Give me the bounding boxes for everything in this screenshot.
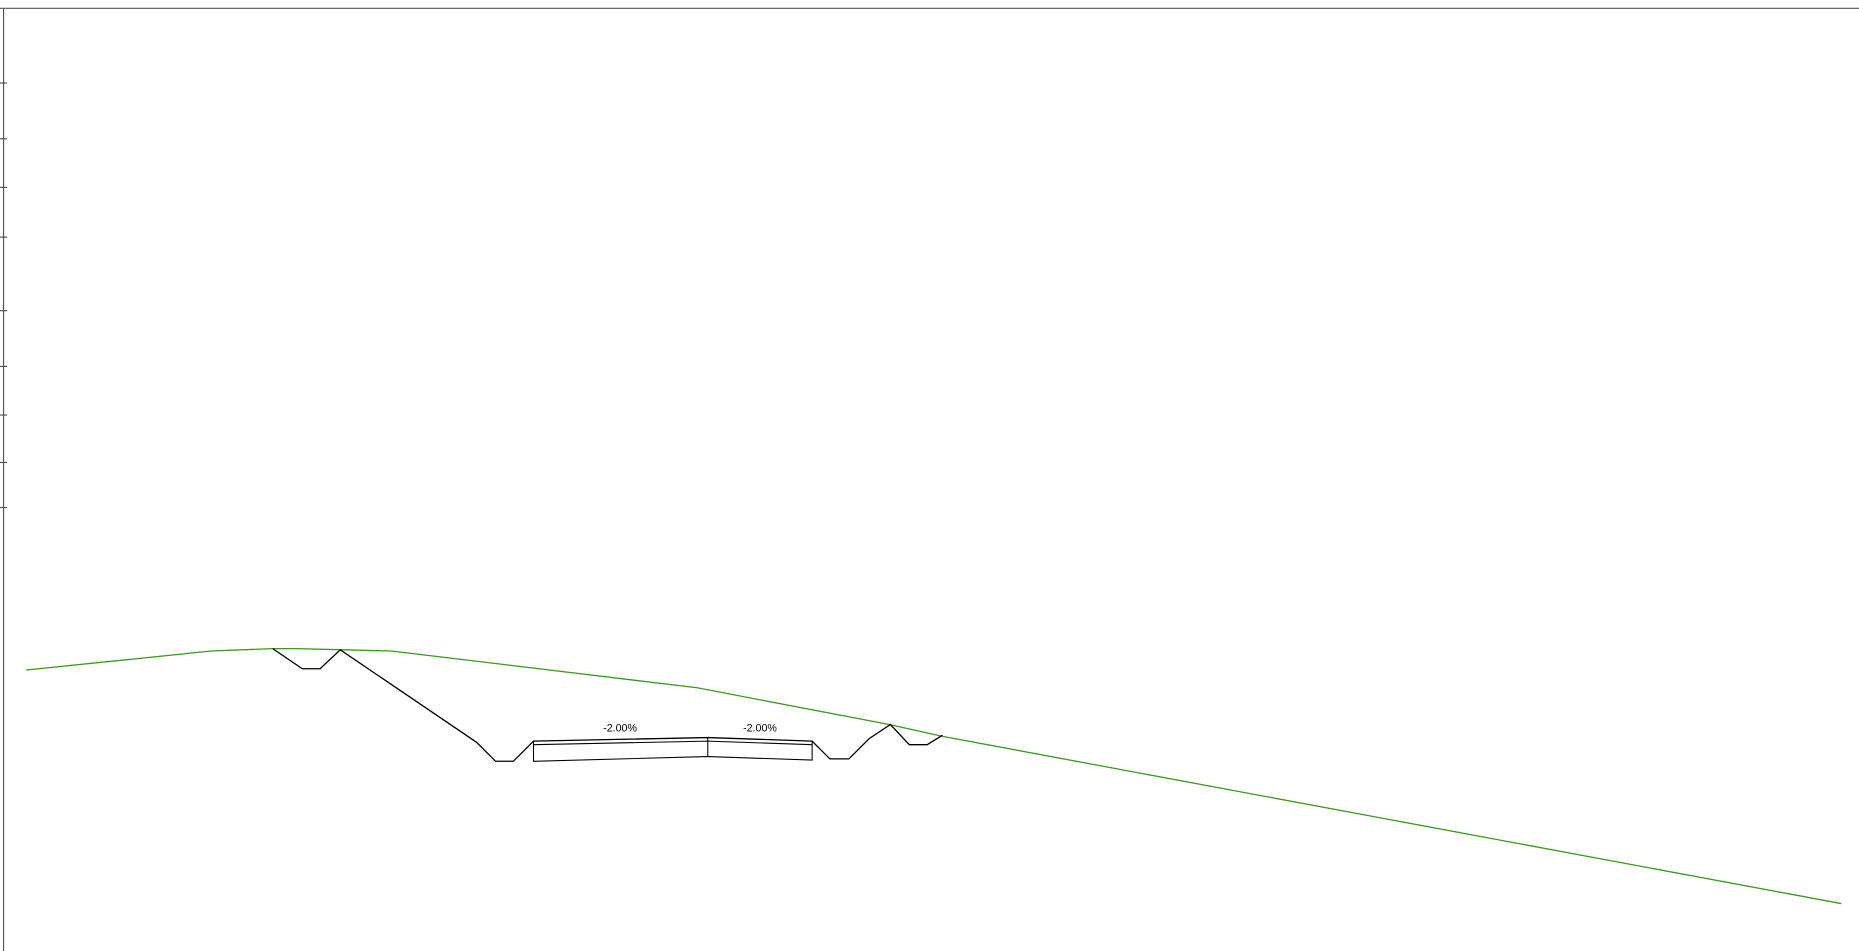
axis-ticks: [0, 82, 8, 509]
pavement: [532, 737, 813, 762]
slope-label: -2.00%: [603, 723, 637, 735]
slope-label: -2.00%: [743, 723, 777, 735]
existing-ground: [26, 647, 1842, 905]
